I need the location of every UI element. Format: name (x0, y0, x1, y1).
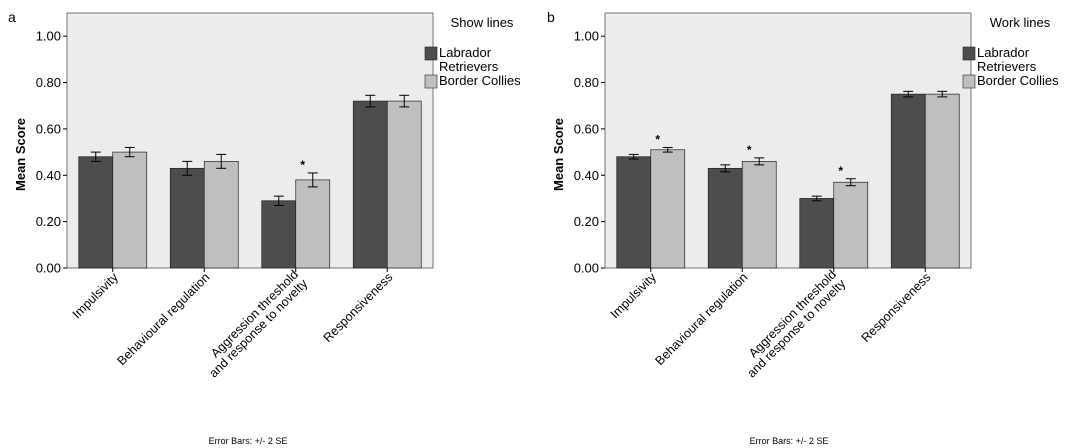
y-tick-label: 1.00 (36, 29, 61, 44)
significance-marker: * (747, 143, 752, 157)
bar (833, 181, 869, 269)
bar (650, 149, 686, 269)
panel-label: b (547, 9, 555, 25)
y-axis-label: Mean Score (551, 118, 566, 191)
significance-marker: * (300, 158, 305, 172)
y-tick-label: 0.80 (574, 75, 599, 90)
y-axis-label: Mean Score (13, 118, 28, 191)
y-tick-label: 0.40 (36, 168, 61, 183)
x-tick-label: Impulsivity (70, 270, 122, 322)
chart-panel-b: b 0.00 0.20 0.40 0.60 0.80 1.00 Mean Score * Impu… (547, 9, 1059, 446)
bar (741, 161, 777, 269)
x-tick-label: Aggression thresholdand response to nove… (735, 267, 848, 380)
y-tick-label: 0.00 (574, 261, 599, 276)
bar (352, 100, 388, 269)
legend-swatch (962, 74, 976, 89)
y-tick-label: 1.00 (574, 29, 599, 44)
legend-title: Work lines (990, 15, 1051, 30)
y-tick-label: 0.20 (36, 214, 61, 229)
bar (78, 156, 114, 269)
bar (890, 93, 926, 269)
x-tick-label: Behavioural regulation (653, 270, 751, 368)
bar (261, 200, 297, 269)
bar (386, 100, 422, 269)
y-tick-label: 0.40 (574, 168, 599, 183)
legend-swatch (962, 46, 976, 61)
legend-label: Labrador Retrievers (439, 45, 499, 74)
bar (169, 167, 205, 269)
legend-swatch (424, 74, 438, 89)
legend-label: Labrador Retrievers (977, 45, 1037, 74)
bar (295, 179, 331, 269)
x-tick-label: Responsiveness (321, 270, 396, 345)
bar (203, 161, 239, 269)
significance-marker: * (838, 164, 843, 178)
x-tick-label: Behavioural regulation (115, 270, 213, 368)
legend-swatch (424, 46, 438, 61)
y-tick-label: 0.60 (36, 121, 61, 136)
x-tick-label: Aggression thresholdand response to nove… (197, 267, 310, 380)
significance-marker: * (655, 132, 660, 146)
footnote: Error Bars: +/- 2 SE (750, 436, 829, 446)
y-tick-label: 0.20 (574, 214, 599, 229)
chart-panel-a: a 0.00 0.20 0.40 0.60 0.80 1.00 Mean Score Impul… (8, 9, 521, 446)
bar (112, 151, 148, 269)
legend-title: Show lines (451, 15, 514, 30)
y-tick-label: 0.00 (36, 261, 61, 276)
x-tick-label: Responsiveness (859, 270, 934, 345)
bar (924, 93, 960, 269)
bar (707, 167, 743, 269)
x-tick-label: Impulsivity (608, 270, 660, 322)
legend-label: Border Collies (977, 73, 1059, 88)
y-tick-label: 0.60 (574, 121, 599, 136)
panel-label: a (8, 9, 16, 25)
bar (799, 198, 835, 269)
y-tick-label: 0.80 (36, 75, 61, 90)
legend-label: Border Collies (439, 73, 521, 88)
footnote: Error Bars: +/- 2 SE (209, 436, 288, 446)
bar (616, 156, 652, 269)
